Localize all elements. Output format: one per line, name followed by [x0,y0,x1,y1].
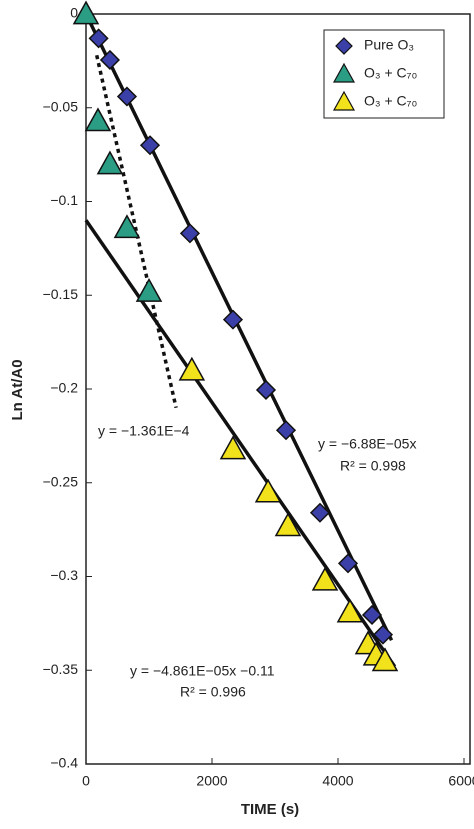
point [337,553,359,574]
point [255,379,277,400]
point [309,502,331,523]
x-axis-label: TIME (s) [241,801,299,818]
point [96,150,124,175]
y-tick-label: −0.3 [50,567,78,583]
annotation: R² = 0.996 [180,684,246,700]
point [275,420,297,441]
legend-marker [332,90,356,111]
annotation: y = −1.361E−4 [98,423,190,439]
legend-label: O₃ + C₇₀ [364,65,417,81]
point [222,309,244,330]
annotation: y = −6.88E−05x [318,436,416,452]
point [116,86,138,107]
point [336,598,364,623]
plot-frame [85,13,471,765]
point [311,566,339,591]
point [372,624,394,645]
legend-marker [335,37,353,55]
point [84,107,112,132]
y-tick-label: 0 [70,5,78,21]
annotation: R² = 0.998 [340,458,406,474]
y-tick-label: −0.05 [43,98,79,114]
annotation: y = −4.861E−05x −0.11 [130,663,275,679]
point [254,478,282,503]
point [371,647,399,672]
point [361,604,383,625]
y-tick-label: −0.15 [43,286,79,302]
fit-line [84,13,394,642]
legend-label: O₃ + C₇₀ [364,93,417,109]
x-tick-label: 2000 [196,773,227,789]
y-tick-label: −0.2 [50,380,78,396]
point [274,512,302,537]
point [139,135,161,156]
y-tick-label: −0.4 [50,755,78,771]
point [99,49,121,70]
point [219,435,247,460]
x-tick-label: 6000 [448,773,474,789]
y-axis-label: Ln At/A0 [9,359,26,420]
point [178,356,206,381]
x-tick-label: 4000 [322,773,353,789]
y-tick-label: −0.35 [43,661,79,677]
x-tick-label: 0 [82,773,90,789]
point [135,277,163,302]
y-tick-label: −0.25 [43,473,79,489]
legend-marker [332,62,356,83]
y-tick-label: −0.1 [50,192,78,208]
fit-line [84,219,397,668]
point [113,214,141,239]
point [88,28,109,49]
point [179,223,201,244]
point [72,0,100,25]
legend-label: Pure O₃ [364,37,414,53]
